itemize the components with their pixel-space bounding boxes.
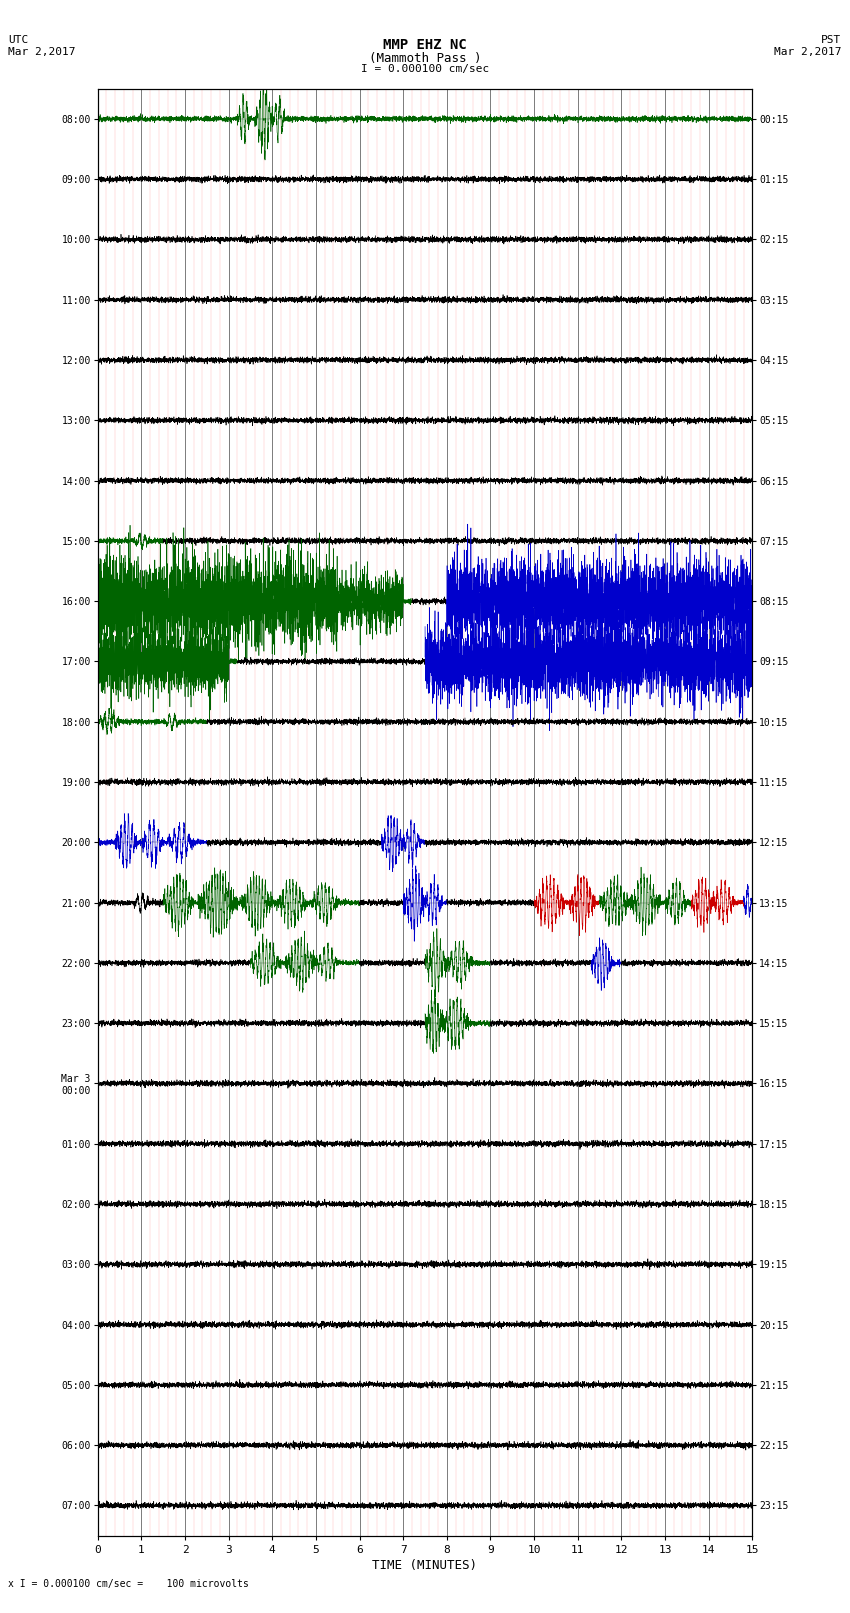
Text: x I = 0.000100 cm/sec =    100 microvolts: x I = 0.000100 cm/sec = 100 microvolts: [8, 1579, 249, 1589]
Text: MMP EHZ NC: MMP EHZ NC: [383, 39, 467, 52]
X-axis label: TIME (MINUTES): TIME (MINUTES): [372, 1558, 478, 1571]
Text: I = 0.000100 cm/sec: I = 0.000100 cm/sec: [361, 65, 489, 74]
Text: UTC: UTC: [8, 35, 29, 45]
Text: (Mammoth Pass ): (Mammoth Pass ): [369, 52, 481, 65]
Text: Mar 2,2017: Mar 2,2017: [774, 47, 842, 56]
Text: Mar 2,2017: Mar 2,2017: [8, 47, 76, 56]
Text: PST: PST: [821, 35, 842, 45]
